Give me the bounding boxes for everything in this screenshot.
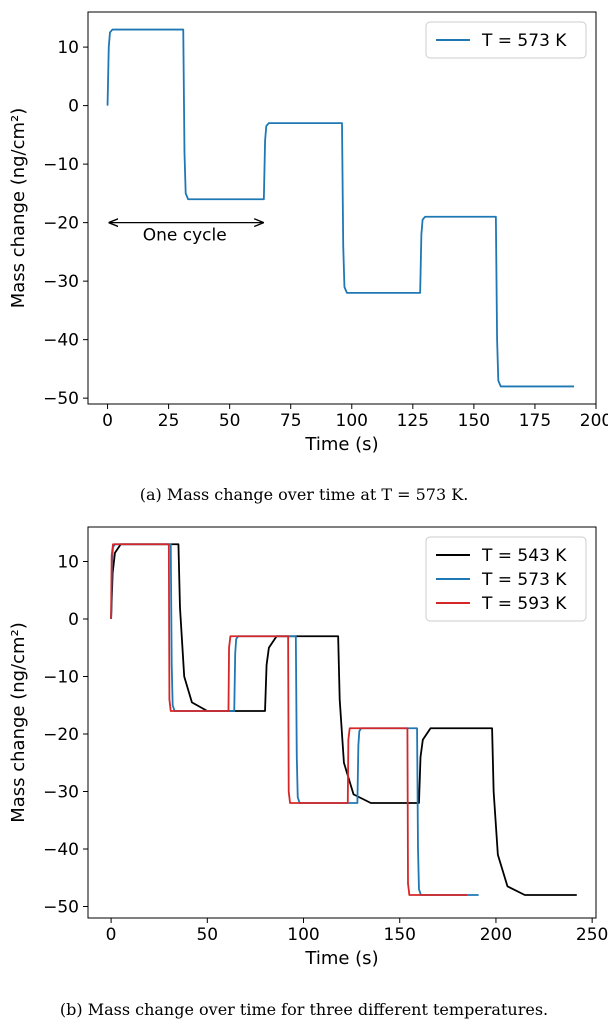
x-tick-label: 100 xyxy=(287,925,319,945)
x-tick-label: 200 xyxy=(580,411,608,431)
x-tick-label: 200 xyxy=(480,925,512,945)
x-tick-label: 100 xyxy=(336,411,368,431)
x-axis-label: Time (s) xyxy=(304,434,378,455)
y-tick-label: −30 xyxy=(43,783,79,803)
plot-frame xyxy=(87,11,597,405)
legend-label: T = 573 K xyxy=(481,31,567,51)
y-tick-label: −50 xyxy=(43,389,79,409)
x-tick-label: 250 xyxy=(576,925,608,945)
legend-label: T = 543 K xyxy=(481,546,567,566)
caption-a: (a) Mass change over time at T = 573 K. xyxy=(140,485,469,504)
x-tick-label: 25 xyxy=(158,411,180,431)
plot-frame xyxy=(87,526,597,919)
legend: T = 543 K T = 573 K T = 593 K xyxy=(425,536,587,622)
y-axis-label: Mass change (ng/cm²) xyxy=(8,622,29,823)
series-line-2 xyxy=(110,543,479,896)
legend-label: T = 573 K xyxy=(481,570,567,590)
y-tick-label: −20 xyxy=(43,214,79,234)
series-line-1 xyxy=(110,543,577,896)
x-tick-label: 75 xyxy=(280,411,302,431)
y-tick-label: −20 xyxy=(43,725,79,745)
y-axis-label: Mass change (ng/cm²) xyxy=(8,108,29,309)
legend-label: T = 593 K xyxy=(481,594,567,614)
x-tick-label: 50 xyxy=(219,411,241,431)
x-tick-label: 175 xyxy=(519,411,551,431)
legend: T = 573 K xyxy=(425,21,587,59)
x-tick-label: 150 xyxy=(384,925,416,945)
series-line-1 xyxy=(106,28,575,388)
caption-b: (b) Mass change over time for three diff… xyxy=(60,1000,548,1019)
x-axis-label: Time (s) xyxy=(304,948,378,969)
y-tick-label: −40 xyxy=(43,840,79,860)
y-tick-label: −30 xyxy=(43,272,79,292)
y-tick-label: 10 xyxy=(57,38,79,58)
panel-a-chart: 0 25 50 75 100 125 150 175 200100−10−20−30−40−50… xyxy=(8,11,608,455)
y-tick-label: 10 xyxy=(57,553,79,573)
annotation-label: One cycle xyxy=(143,226,227,246)
series-line-3 xyxy=(110,543,468,896)
y-tick-label: −50 xyxy=(43,898,79,918)
y-tick-label: 0 xyxy=(68,610,79,630)
y-tick-label: −10 xyxy=(43,155,79,175)
y-tick-label: −40 xyxy=(43,331,79,351)
legend-box xyxy=(425,536,587,622)
x-tick-label: 0 xyxy=(106,925,117,945)
x-tick-label: 0 xyxy=(102,411,113,431)
x-tick-label: 150 xyxy=(458,411,490,431)
y-tick-label: 0 xyxy=(68,97,79,117)
x-tick-label: 50 xyxy=(196,925,218,945)
x-tick-label: 125 xyxy=(397,411,429,431)
legend-box xyxy=(425,21,587,59)
y-tick-label: −10 xyxy=(43,668,79,688)
